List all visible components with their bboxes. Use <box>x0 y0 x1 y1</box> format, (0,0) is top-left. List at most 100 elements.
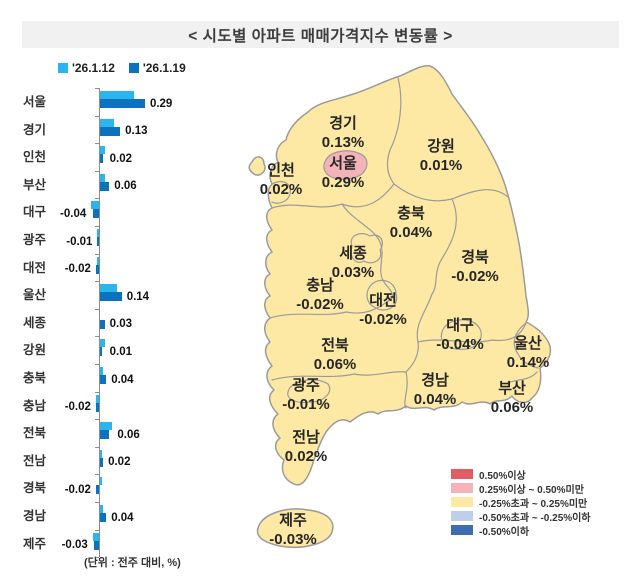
map-legend-swatch-icon <box>451 497 473 507</box>
axis-tick <box>95 143 99 145</box>
bar-prev-전북 <box>100 422 113 431</box>
region-name-경기: 경기 <box>329 114 357 132</box>
bar-curr-전남 <box>100 457 104 467</box>
value-label-울산: 0.14 <box>126 290 150 303</box>
category-label-부산: 부산 <box>22 177 46 192</box>
value-label-충남: -0.02 <box>64 401 91 414</box>
footnote: (단위 : 전주 대비, %) <box>84 557 181 569</box>
bar-prev-전남 <box>100 449 102 458</box>
region-name-광주: 광주 <box>292 376 320 394</box>
bar-curr-대구 <box>92 209 99 219</box>
region-name-서울: 서울 <box>329 155 357 172</box>
map-legend-item-3: -0.50%초과 ~ -0.25%이하 <box>451 511 591 524</box>
category-label-대전: 대전 <box>22 260 46 275</box>
legend-swatch-prev-icon <box>58 63 68 73</box>
axis-tick <box>95 502 99 503</box>
bar-prev-제주 <box>92 532 99 541</box>
value-label-전북: 0.06 <box>117 428 140 441</box>
province-borders <box>269 77 539 409</box>
value-label-대구: -0.04 <box>60 207 87 220</box>
region-value-전북: 0.06% <box>314 356 357 373</box>
value-label-광주: -0.01 <box>66 235 93 248</box>
category-label-서울: 서울 <box>22 95 46 109</box>
map-legend-swatch-icon <box>451 483 473 493</box>
region-value-서울: 0.29% <box>322 174 365 191</box>
category-label-충남: 충남 <box>22 398 46 413</box>
region-value-대전: -0.02% <box>359 311 407 328</box>
mainland-shape <box>264 64 552 486</box>
category-label-전북: 전북 <box>22 426 46 441</box>
axis-tick <box>95 198 99 200</box>
bar-curr-울산 <box>100 292 122 302</box>
region-value-울산: 0.14% <box>507 354 550 371</box>
axis-tick <box>95 419 99 421</box>
map-labels: 경기 0.13% 인천 0.02% 서울 0.29% 강원 0.01% 충북 0.04% 세종 0.0… <box>260 114 550 548</box>
value-label-부산: 0.06 <box>114 180 137 193</box>
y-axis <box>99 88 100 558</box>
value-label-경남: 0.04 <box>111 511 134 524</box>
region-value-경기: 0.13% <box>322 134 365 151</box>
category-label-세종: 세종 <box>22 315 46 330</box>
bar-prev-광주 <box>97 229 99 237</box>
bar-curr-대전 <box>95 264 99 274</box>
region-name-대구: 대구 <box>446 317 474 334</box>
region-name-경북: 경북 <box>461 248 489 266</box>
bar-prev-경북 <box>100 477 102 486</box>
legend-label-prev: '26.1.12 <box>72 61 115 75</box>
region-value-부산: 0.06% <box>491 399 534 416</box>
value-label-경북: -0.02 <box>64 483 91 496</box>
map-legend-label: 0.50%이상 <box>479 470 526 482</box>
region-name-세종: 세종 <box>339 245 367 262</box>
legend-swatch-curr-icon <box>128 63 139 73</box>
map-legend-label: 0.25%이상 ~ 0.50%미만 <box>479 484 584 496</box>
region-name-인천: 인천 <box>267 161 295 179</box>
category-label-인천: 인천 <box>22 150 46 165</box>
category-label-강원: 강원 <box>22 343 46 358</box>
bar-prev-경남 <box>100 505 104 513</box>
value-label-경기: 0.13 <box>125 125 148 138</box>
region-name-대전: 대전 <box>369 292 397 309</box>
bar-prev-부산 <box>100 173 105 182</box>
region-value-경북: -0.02% <box>451 268 499 285</box>
region-name-부산: 부산 <box>498 380 526 397</box>
bar-prev-충남 <box>95 394 99 403</box>
series-legend: '26.1.12 '26.1.19 <box>58 61 186 75</box>
map-legend-item-2: -0.25%초과 ~ 0.25%미만 <box>451 497 591 510</box>
bar-curr-전북 <box>100 430 110 440</box>
axis-tick <box>95 308 99 310</box>
value-label-서울: 0.29 <box>149 97 173 110</box>
value-label-충북: 0.04 <box>111 373 134 386</box>
map-legend-label: -0.50%초과 ~ -0.25%이하 <box>479 512 591 524</box>
axis-tick <box>95 281 99 283</box>
region-name-충남: 충남 <box>306 277 334 294</box>
axis-tick <box>95 364 99 365</box>
axis-tick <box>95 529 99 531</box>
value-label-인천: 0.02 <box>109 152 133 165</box>
category-label-경북: 경북 <box>22 481 46 496</box>
map-legend-item-0: 0.50%이상 <box>451 469 591 482</box>
bar-prev-경기 <box>100 118 114 127</box>
axis-tick <box>95 336 99 338</box>
axis-tick <box>95 226 99 227</box>
region-name-충북: 충북 <box>397 205 425 222</box>
bar-prev-서울 <box>100 91 135 99</box>
legend-item-curr: '26.1.19 <box>128 61 186 75</box>
category-label-전남: 전남 <box>22 453 46 468</box>
region-name-경남: 경남 <box>421 371 449 389</box>
bar-prev-대전 <box>97 256 99 265</box>
bar-curr-경기 <box>100 126 121 136</box>
category-label-충북: 충북 <box>22 371 46 385</box>
map-legend-item-4: -0.50%이하 <box>451 525 591 538</box>
region-value-세종: 0.03% <box>332 264 375 281</box>
map-legend-swatch-icon <box>451 525 473 535</box>
bar-prev-인천 <box>100 146 105 155</box>
bar-prev-충북 <box>100 367 104 375</box>
category-label-제주: 제주 <box>22 536 46 551</box>
value-label-강원: 0.01 <box>109 345 133 358</box>
category-label-경기: 경기 <box>22 122 46 137</box>
legend-item-prev: '26.1.12 <box>58 61 115 75</box>
map-legend-swatch-icon <box>451 511 473 521</box>
axis-tick <box>95 446 99 448</box>
region-value-충남: -0.02% <box>296 296 344 313</box>
jeju-shape <box>256 508 334 548</box>
